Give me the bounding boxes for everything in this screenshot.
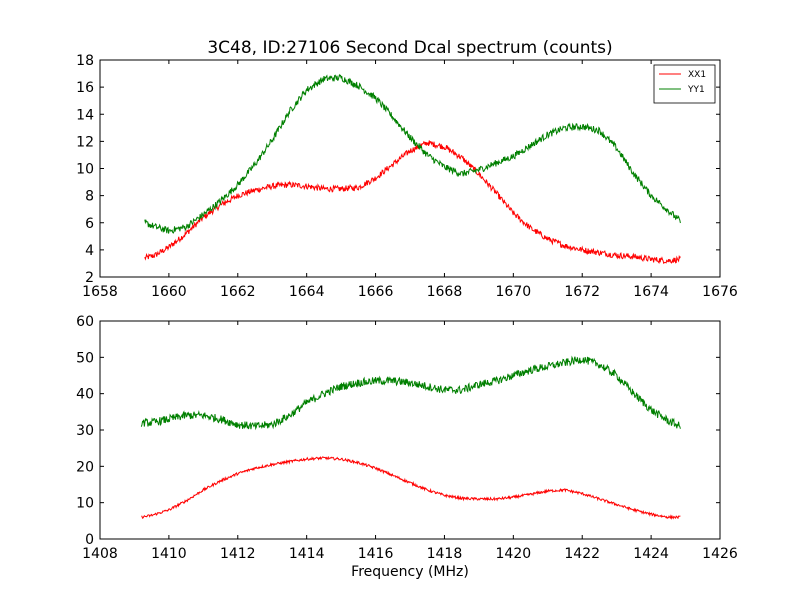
legend-label: XX1 [688,70,706,80]
legend-label: YY1 [687,85,705,95]
x-tick-label: 1670 [496,284,532,300]
x-tick-label: 1674 [633,284,669,300]
series-line-0-0 [144,140,681,265]
y-tick-label: 50 [76,350,94,366]
y-tick-label: 60 [76,314,94,330]
x-tick-label: 1668 [427,284,463,300]
y-tick-label: 18 [76,53,94,69]
x-tick-label: 1672 [564,284,600,300]
x-tick-label: 1422 [564,546,600,562]
x-tick-label: 1408 [82,546,118,562]
x-tick-label: 1416 [358,546,394,562]
series-line-1-1 [140,355,681,431]
x-tick-label: 1426 [702,546,738,562]
y-tick-label: 14 [76,107,94,123]
top-spectrum-panel: 1658 1660 1662 1664 1666 1668 1670 1672 1674 1676… [76,38,738,300]
legend-box [653,64,716,104]
series-line-1-0 [141,455,681,521]
y-tick-label: 0 [85,532,94,548]
y-tick-label: 30 [76,423,94,439]
y-tick-label: 20 [76,459,94,475]
x-tick-label: 1662 [220,284,256,300]
series-line-0-1 [144,73,681,234]
legend: XX1 YY1 [653,64,716,104]
x-tick-label: 1420 [496,546,532,562]
chart-title: 3C48, ID:27106 Second Dcal spectrum (cou… [207,38,612,58]
y-tick-label: 40 [76,387,94,403]
x-tick-label: 1666 [358,284,394,300]
y-tick-label: 2 [85,270,94,286]
x-tick-label: 1658 [82,284,118,300]
y-tick-label: 6 [85,216,94,232]
x-tick-label: 1410 [151,546,187,562]
x-tick-label: 1412 [220,546,256,562]
x-tick-label: 1414 [289,546,325,562]
x-axis-label: Frequency (MHz) [351,564,469,580]
y-tick-label: 10 [76,496,94,512]
y-tick-label: 10 [76,162,94,178]
x-tick-label: 1418 [427,546,463,562]
bottom-spectrum-panel: 1408 1410 1412 1414 1416 1418 1420 1422 1424 1426… [76,314,738,580]
x-tick-label: 1660 [151,284,187,300]
y-tick-label: 4 [85,243,94,259]
x-tick-label: 1676 [702,284,738,300]
y-tick-label: 12 [76,134,94,150]
x-tick-label: 1664 [289,284,325,300]
y-tick-label: 16 [76,80,94,96]
x-tick-label: 1424 [633,546,669,562]
y-tick-label: 8 [85,189,94,205]
